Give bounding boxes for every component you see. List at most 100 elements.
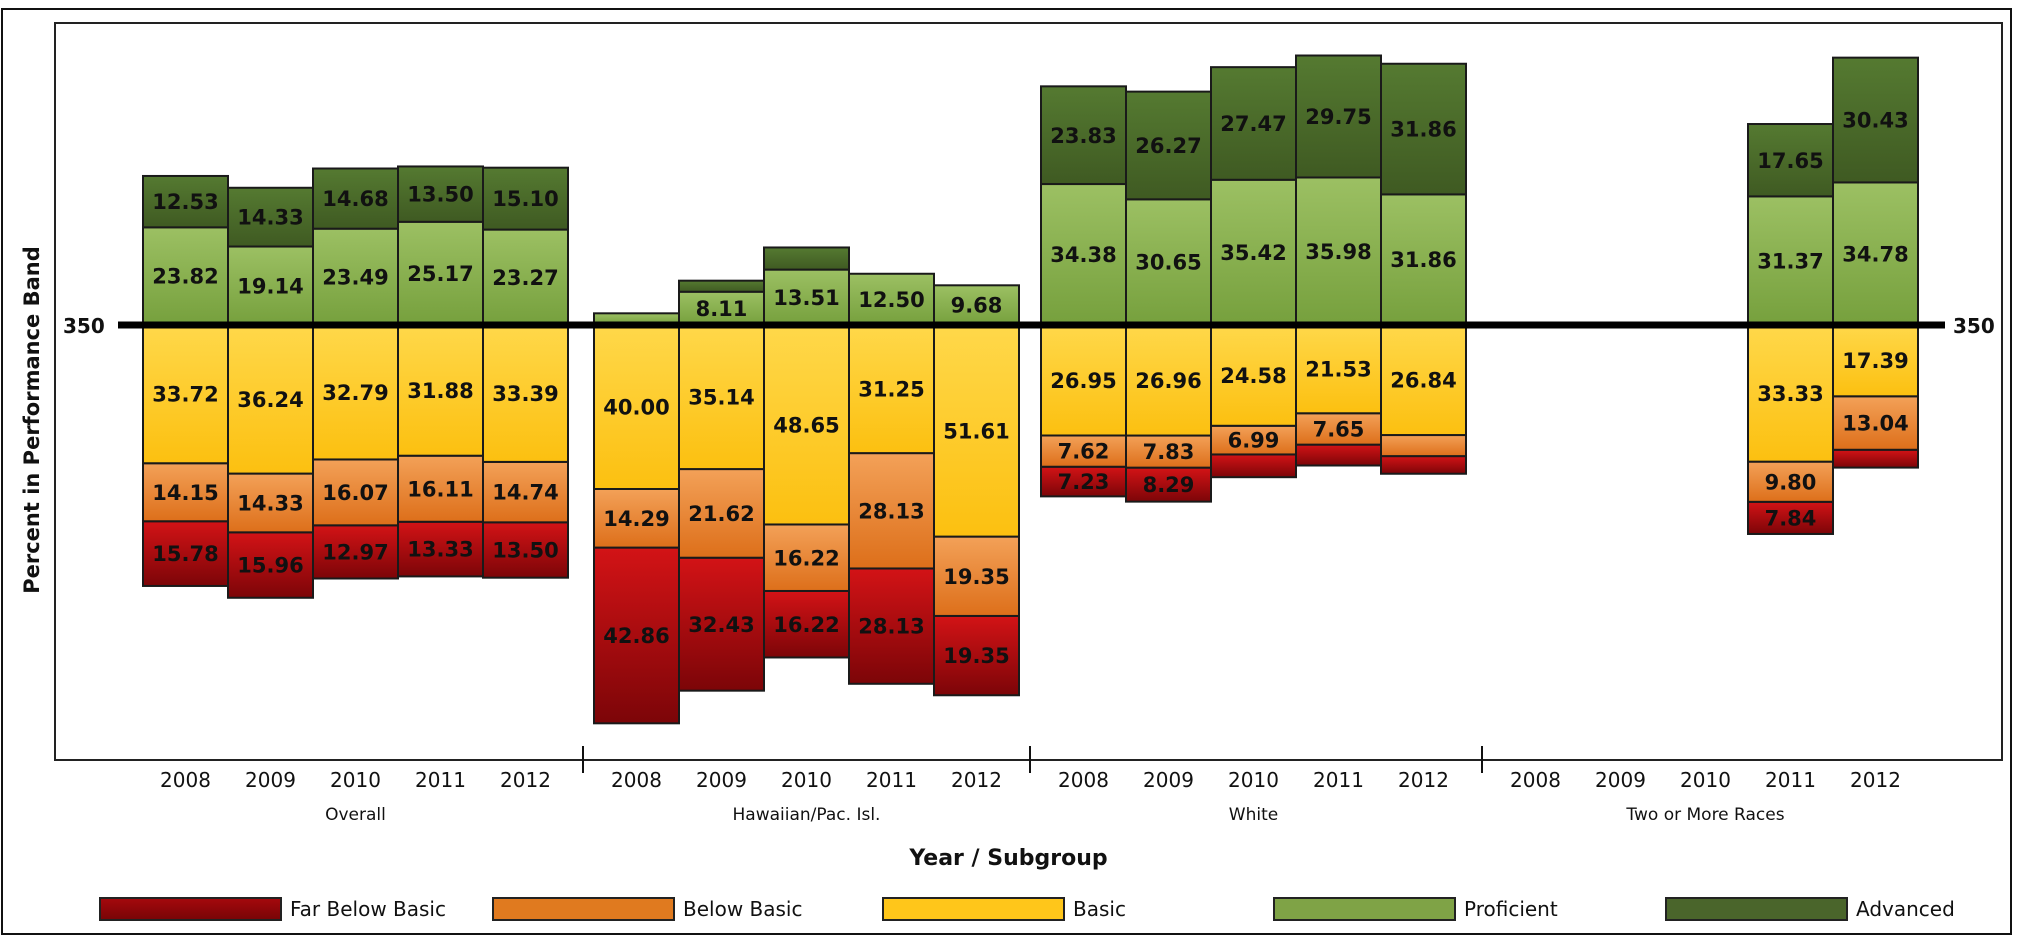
legend-swatch-basic	[882, 897, 1065, 921]
bar-segment-basic	[1747, 324, 1834, 463]
data-label: 16.22	[773, 613, 839, 637]
data-label: 34.38	[1050, 243, 1116, 267]
legend-label-basic: Basic	[1073, 897, 1126, 921]
group-label: Overall	[325, 805, 386, 825]
data-label: 31.25	[858, 378, 924, 402]
data-label: 14.68	[322, 187, 388, 211]
x-tick-label: 2008	[160, 768, 211, 792]
x-tick-label: 2009	[245, 768, 296, 792]
x-tick-label: 2012	[951, 768, 1002, 792]
data-label: 7.65	[1313, 418, 1365, 442]
data-label: 32.43	[688, 613, 754, 637]
data-label: 15.10	[492, 187, 558, 211]
data-label: 13.04	[1842, 412, 1908, 436]
data-label: 19.35	[943, 644, 1009, 668]
bar-segment-far-below-basic	[1832, 448, 1919, 469]
data-label: 17.39	[1842, 349, 1908, 373]
bar-segment-advanced	[227, 186, 314, 248]
data-label: 16.07	[322, 481, 388, 505]
bar-segment-below-basic	[1295, 412, 1382, 446]
data-label: 33.33	[1757, 382, 1823, 406]
bar-segment-proficient	[1125, 198, 1212, 327]
legend-label-proficient: Proficient	[1464, 897, 1558, 921]
bar-segment-advanced	[482, 166, 569, 231]
bar-segment-advanced	[1832, 56, 1919, 184]
bar-segment-far-below-basic	[933, 614, 1020, 697]
x-tick-label: 2012	[1398, 768, 1449, 792]
bar-segment-basic	[1210, 324, 1297, 427]
bar-segment-below-basic	[763, 523, 850, 592]
bar-segment-basic	[763, 324, 850, 526]
x-tick-label: 2008	[1058, 768, 1109, 792]
data-label: 42.86	[603, 624, 669, 648]
x-tick-label: 2008	[611, 768, 662, 792]
data-label: 35.42	[1220, 241, 1286, 265]
x-tick-label: 2011	[866, 768, 917, 792]
data-label: 15.96	[237, 554, 303, 578]
bar-segment-advanced	[763, 246, 850, 271]
bar-segment-basic	[1295, 324, 1382, 415]
data-label: 28.13	[858, 615, 924, 639]
x-tick-label: 2009	[1595, 768, 1646, 792]
bar-segment-far-below-basic	[848, 567, 935, 685]
bar-segment-basic	[142, 324, 229, 465]
data-label: 7.23	[1058, 470, 1110, 494]
x-tick-label: 2012	[1850, 768, 1901, 792]
bar-segment-far-below-basic	[482, 521, 569, 579]
bar-segment-below-basic	[1380, 434, 1467, 458]
bar-segment-basic	[1125, 324, 1212, 437]
data-label: 13.50	[407, 183, 473, 207]
data-label: 27.47	[1220, 112, 1286, 136]
data-label: 12.50	[858, 288, 924, 312]
bar-segment-basic	[312, 324, 399, 461]
bar-segment-below-basic	[482, 460, 569, 524]
legend-swatch-advanced	[1665, 897, 1848, 921]
data-label: 14.33	[237, 492, 303, 516]
legend: Far Below Basic Below Basic Basic Profic…	[0, 897, 2017, 927]
data-label: 40.00	[603, 396, 669, 420]
bar-segment-advanced	[678, 279, 765, 293]
legend-label-advanced: Advanced	[1856, 897, 1955, 921]
legend-swatch-far-below-basic	[99, 897, 282, 921]
data-label: 33.39	[492, 382, 558, 406]
bar-segment-advanced	[1380, 62, 1467, 196]
x-tick-label: 2010	[330, 768, 381, 792]
data-label: 19.35	[943, 565, 1009, 589]
data-label: 7.83	[1143, 440, 1195, 464]
x-tick-label: 2010	[1680, 768, 1731, 792]
x-tick-label: 2011	[1765, 768, 1816, 792]
bar-segment-proficient	[1380, 193, 1467, 326]
bar-segment-proficient	[1832, 181, 1919, 326]
data-label: 23.49	[322, 265, 388, 289]
group-label: White	[1229, 805, 1278, 825]
reference-line-label-left: 350	[63, 314, 105, 338]
data-label: 12.97	[322, 540, 388, 564]
data-label: 31.37	[1757, 249, 1823, 273]
bar-segment-advanced	[142, 174, 229, 229]
bar-segment-advanced	[312, 167, 399, 230]
data-label: 26.96	[1135, 369, 1201, 393]
legend-item-far-below-basic: Far Below Basic	[99, 897, 446, 921]
data-label: 33.72	[152, 383, 218, 407]
data-label: 19.14	[237, 274, 303, 298]
data-label: 25.17	[407, 262, 473, 286]
x-tick-label: 2009	[1143, 768, 1194, 792]
data-label: 13.51	[773, 286, 839, 310]
x-tick-label: 2010	[1228, 768, 1279, 792]
data-label: 35.98	[1305, 240, 1371, 264]
bar-segment-proficient	[1747, 195, 1834, 326]
data-label: 13.50	[492, 539, 558, 563]
data-label: 26.84	[1390, 369, 1456, 393]
bar-segment-basic	[482, 324, 569, 463]
data-label: 24.58	[1220, 364, 1286, 388]
data-label: 26.95	[1050, 369, 1116, 393]
legend-item-advanced: Advanced	[1665, 897, 1955, 921]
data-label: 7.84	[1765, 506, 1817, 530]
legend-label-below-basic: Below Basic	[683, 897, 803, 921]
data-label: 30.43	[1842, 109, 1908, 133]
data-label: 51.61	[943, 419, 1009, 443]
bar-segment-advanced	[397, 165, 484, 223]
data-label: 26.27	[1135, 134, 1201, 158]
data-label: 35.14	[688, 386, 754, 410]
